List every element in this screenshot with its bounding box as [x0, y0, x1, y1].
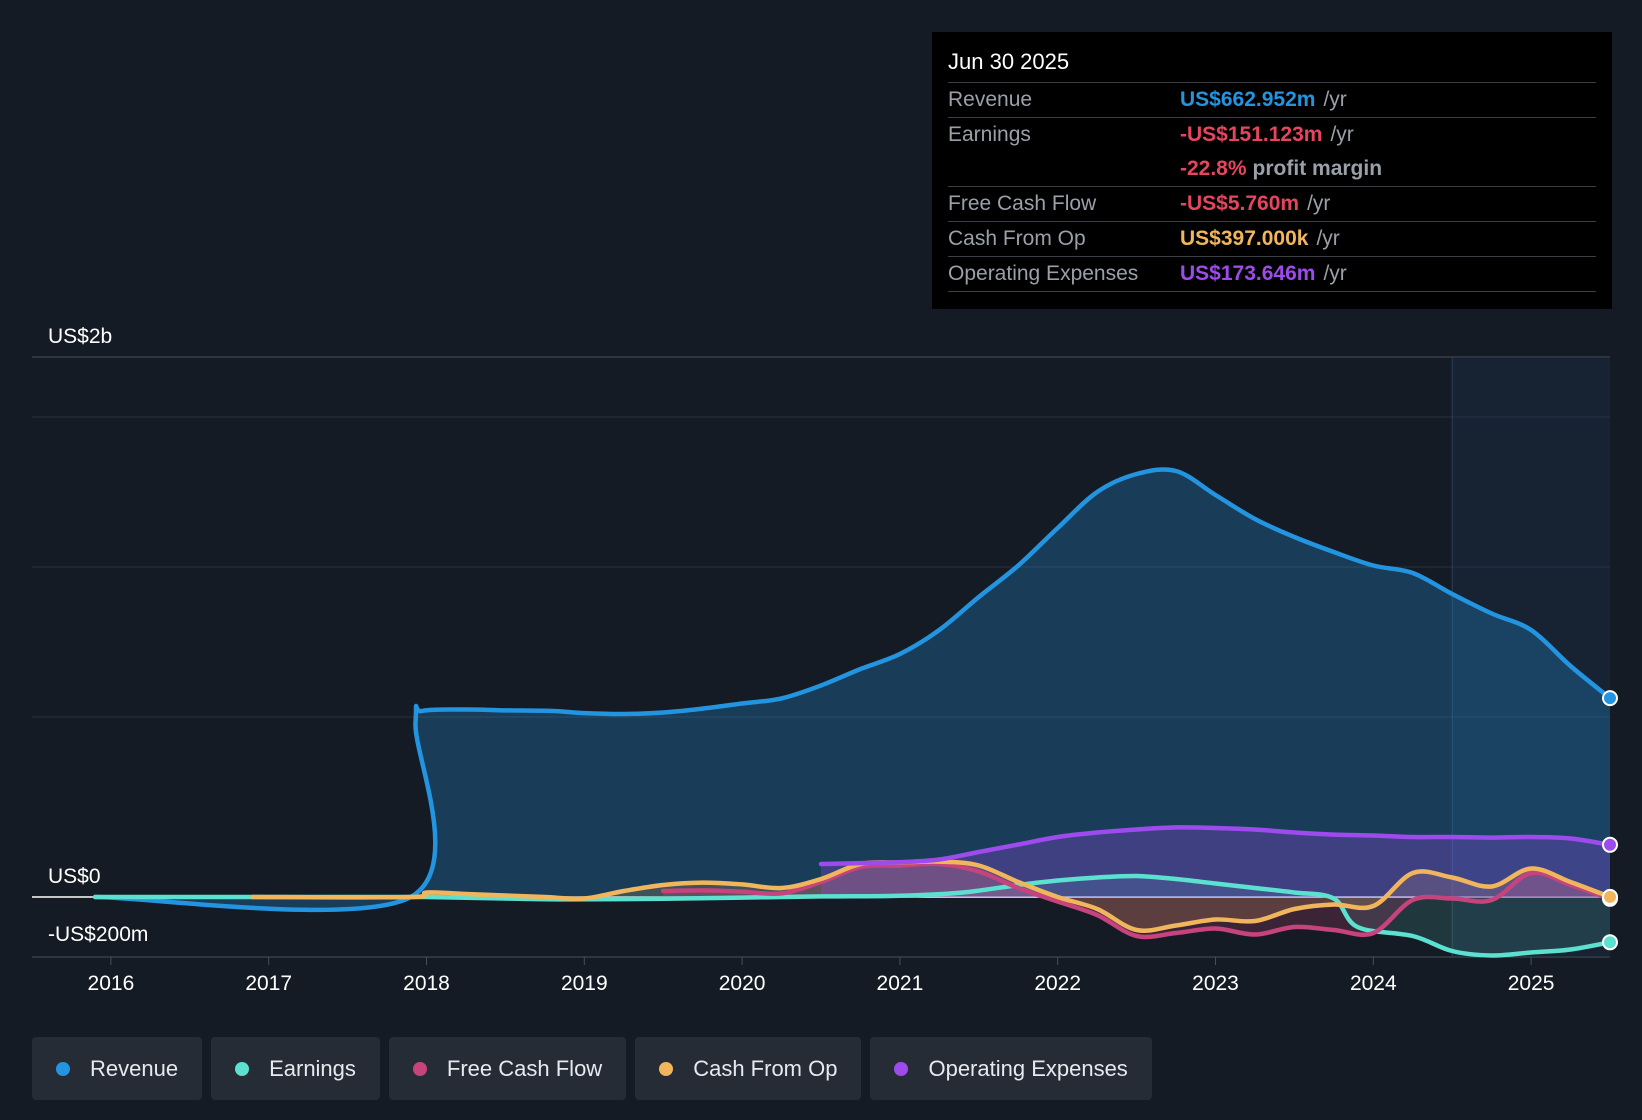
- legend-item-operating-expenses[interactable]: Operating Expenses: [870, 1037, 1152, 1100]
- tooltip-panel: Jun 30 2025 Revenue US$662.952m /yr Earn…: [932, 32, 1612, 309]
- tooltip-date: Jun 30 2025: [948, 49, 1070, 74]
- tooltip-value: US$662.952m: [1180, 88, 1316, 111]
- y-tick-label: US$0: [48, 865, 101, 888]
- tooltip-value: -US$5.760m: [1180, 192, 1300, 215]
- legend-label: Operating Expenses: [928, 1055, 1128, 1081]
- cash-from-op-line: [250, 859, 1613, 933]
- tooltip-label: Revenue: [948, 88, 1033, 111]
- x-tick-label: 2023: [1192, 972, 1239, 995]
- tooltip-row-free-cash-flow: Free Cash Flow -US$5.760m /yr: [948, 186, 1596, 221]
- tooltip-value: -US$151.123m: [1180, 123, 1323, 146]
- legend-item-cash-from-op[interactable]: Cash From Op: [635, 1037, 862, 1100]
- tooltip-label: Earnings: [948, 123, 1031, 146]
- x-axis: 2016 2017 2018 2019 2020 2021 2022 2023 2024 2025: [88, 957, 1555, 995]
- x-tick-label: 2018: [403, 972, 450, 995]
- tooltip-unit: /yr: [1323, 262, 1347, 285]
- earnings-line: [92, 873, 1613, 958]
- x-tick-label: 2025: [1508, 972, 1555, 995]
- legend: Revenue Earnings Free Cash Flow Cash Fro…: [32, 1037, 1152, 1100]
- x-tick-label: 2019: [561, 972, 608, 995]
- tooltip-label: Operating Expenses: [948, 262, 1139, 285]
- tooltip-row-operating-expenses: Operating Expenses US$173.646m /yr: [948, 256, 1596, 291]
- tooltip-row-revenue: Revenue US$662.952m /yr: [948, 82, 1596, 117]
- series-lines: [92, 467, 1613, 958]
- tooltip-divider: [948, 291, 1596, 292]
- free-cash-flow-area: [663, 863, 1610, 937]
- tooltip-label: Free Cash Flow: [948, 192, 1097, 215]
- operating-expenses-line: [818, 825, 1613, 867]
- tooltip-row-earnings: Earnings -US$151.123m /yr: [948, 117, 1596, 152]
- revenue-area: [95, 469, 1611, 910]
- tooltip-value: -22.8%: [1180, 157, 1247, 180]
- forecast-region: [1451, 357, 1610, 957]
- earnings-end-point: [1602, 934, 1618, 951]
- series-end-dots: [1602, 690, 1618, 951]
- free-cash-flow-dot-icon: [412, 1061, 427, 1076]
- earnings-area: [95, 875, 1611, 956]
- tooltip-unit: /yr: [1316, 227, 1340, 250]
- legend-label: Free Cash Flow: [446, 1055, 603, 1081]
- tooltip-label: Cash From Op: [948, 227, 1086, 250]
- tooltip-value: US$397.000k: [1180, 227, 1309, 250]
- tooltip-unit: /yr: [1323, 88, 1347, 111]
- earnings-dot-icon: [235, 1061, 250, 1076]
- x-tick-label: 2022: [1034, 972, 1081, 995]
- operating-expenses-dot-icon: [894, 1061, 909, 1076]
- revenue-line: [92, 467, 1613, 913]
- tooltip-row-profit-margin: -22.8% profit margin: [948, 152, 1596, 186]
- series-areas: [95, 469, 1611, 956]
- x-tick-label: 2017: [245, 972, 292, 995]
- y-axis: US$2b US$0 -US$200m: [48, 325, 148, 946]
- x-tick-label: 2016: [88, 972, 135, 995]
- legend-label: Revenue: [90, 1055, 179, 1081]
- legend-item-earnings[interactable]: Earnings: [211, 1037, 380, 1100]
- x-tick-label: 2020: [719, 972, 766, 995]
- legend-item-free-cash-flow[interactable]: Free Cash Flow: [388, 1037, 627, 1100]
- revenue-end-point: [1602, 690, 1618, 707]
- tooltip-value: US$173.646m: [1180, 262, 1316, 285]
- tooltip-unit: /yr: [1330, 123, 1354, 146]
- legend-label: Earnings: [269, 1055, 356, 1081]
- x-tick-label: 2021: [877, 972, 924, 995]
- cash-from-op-end-point: [1602, 888, 1618, 905]
- cash-from-op-dot-icon: [659, 1061, 674, 1076]
- y-tick-label: US$2b: [48, 325, 112, 348]
- legend-label: Cash From Op: [693, 1055, 838, 1081]
- x-tick-label: 2024: [1350, 972, 1397, 995]
- tooltip-unit: /yr: [1307, 192, 1331, 215]
- tooltip-row-cash-from-op: Cash From Op US$397.000k /yr: [948, 221, 1596, 256]
- tooltip-unit: profit margin: [1252, 157, 1383, 180]
- revenue-dot-icon: [56, 1061, 70, 1076]
- legend-item-revenue[interactable]: Revenue: [32, 1037, 203, 1100]
- y-tick-label: -US$200m: [48, 923, 148, 946]
- forecast-shade: [1452, 357, 1610, 957]
- free-cash-flow-line: [660, 861, 1613, 940]
- operating-expenses-end-point: [1602, 836, 1618, 853]
